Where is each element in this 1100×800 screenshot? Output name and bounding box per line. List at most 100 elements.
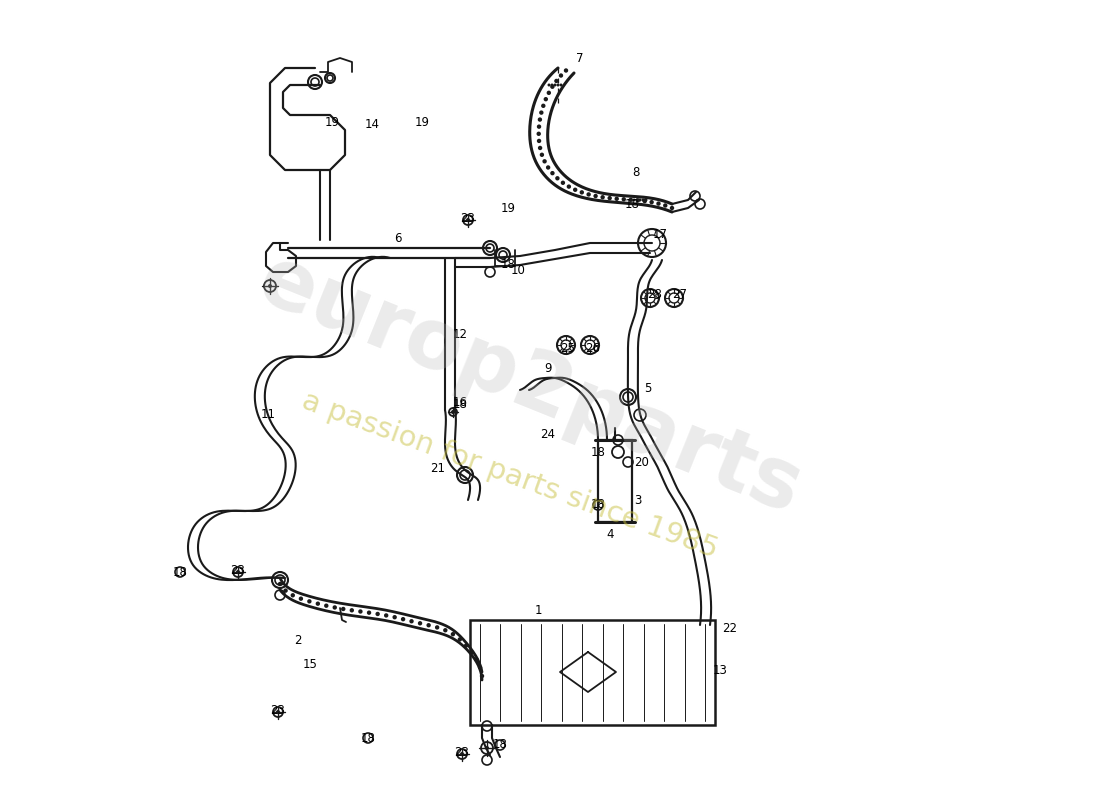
Circle shape <box>615 197 619 201</box>
Circle shape <box>236 570 240 574</box>
Circle shape <box>538 146 542 150</box>
Circle shape <box>645 198 648 202</box>
Circle shape <box>474 658 478 662</box>
Circle shape <box>638 198 641 202</box>
Text: 7: 7 <box>576 51 584 65</box>
Circle shape <box>580 190 584 194</box>
Circle shape <box>350 608 354 613</box>
Circle shape <box>554 78 559 83</box>
Text: 14: 14 <box>364 118 380 131</box>
Text: 10: 10 <box>510 263 526 277</box>
Bar <box>598 440 632 522</box>
Text: 18: 18 <box>361 731 375 745</box>
Circle shape <box>393 615 397 619</box>
Text: 6: 6 <box>394 231 402 245</box>
Text: 23: 23 <box>271 703 285 717</box>
Text: 19: 19 <box>324 115 340 129</box>
Circle shape <box>550 85 554 89</box>
Circle shape <box>539 110 543 115</box>
Circle shape <box>284 588 288 593</box>
Circle shape <box>290 593 295 598</box>
Text: 23: 23 <box>461 211 475 225</box>
Text: 21: 21 <box>430 462 446 474</box>
Text: 27: 27 <box>672 289 688 302</box>
Circle shape <box>324 603 329 608</box>
Text: 18: 18 <box>625 198 639 211</box>
Circle shape <box>470 650 474 654</box>
Circle shape <box>480 674 484 678</box>
Circle shape <box>359 610 363 614</box>
Text: 15: 15 <box>302 658 318 671</box>
Circle shape <box>464 643 469 648</box>
Circle shape <box>418 621 422 626</box>
Text: europ2parts: europ2parts <box>246 239 814 531</box>
Circle shape <box>400 617 405 622</box>
Text: a passion for parts since 1985: a passion for parts since 1985 <box>298 386 722 563</box>
Circle shape <box>586 192 591 197</box>
Text: 2: 2 <box>295 634 301 646</box>
Text: 18: 18 <box>452 398 468 411</box>
Text: 22: 22 <box>723 622 737 634</box>
Circle shape <box>636 198 638 202</box>
Text: 19: 19 <box>415 115 429 129</box>
Circle shape <box>560 83 562 86</box>
Circle shape <box>561 181 565 185</box>
Circle shape <box>485 746 490 750</box>
Text: 17: 17 <box>652 229 668 242</box>
Circle shape <box>642 199 647 203</box>
Text: 12: 12 <box>452 329 468 342</box>
Text: 25: 25 <box>561 342 575 354</box>
Text: 1: 1 <box>535 603 541 617</box>
Circle shape <box>477 666 482 670</box>
Text: 20: 20 <box>635 455 649 469</box>
Circle shape <box>541 104 546 108</box>
Circle shape <box>550 83 553 86</box>
Circle shape <box>443 628 448 633</box>
Text: 18: 18 <box>173 566 187 578</box>
Text: 18: 18 <box>500 258 516 271</box>
Circle shape <box>657 202 661 206</box>
Circle shape <box>332 606 337 610</box>
Circle shape <box>268 284 272 288</box>
Circle shape <box>557 83 560 86</box>
Circle shape <box>540 153 544 157</box>
Circle shape <box>601 195 605 199</box>
Circle shape <box>550 171 554 175</box>
Text: 23: 23 <box>231 563 245 577</box>
Circle shape <box>649 200 653 204</box>
Circle shape <box>537 125 541 129</box>
Circle shape <box>553 83 557 86</box>
Circle shape <box>547 90 551 95</box>
Circle shape <box>538 118 542 122</box>
Circle shape <box>278 582 283 586</box>
Text: 18: 18 <box>591 446 605 458</box>
Bar <box>470 620 715 725</box>
Circle shape <box>542 159 547 163</box>
Circle shape <box>548 83 550 86</box>
Text: 24: 24 <box>540 429 556 442</box>
Text: 18: 18 <box>493 738 507 751</box>
Circle shape <box>663 203 668 208</box>
Circle shape <box>593 194 597 198</box>
Circle shape <box>427 623 431 627</box>
Circle shape <box>434 626 439 630</box>
Text: 23: 23 <box>454 746 470 758</box>
Circle shape <box>636 198 640 202</box>
Circle shape <box>537 131 541 136</box>
Circle shape <box>460 752 464 756</box>
Text: 18: 18 <box>591 498 605 511</box>
Circle shape <box>299 597 304 601</box>
Text: 3: 3 <box>635 494 641 506</box>
Circle shape <box>384 614 388 618</box>
Circle shape <box>632 198 636 202</box>
Circle shape <box>543 97 548 102</box>
Circle shape <box>451 410 455 414</box>
Circle shape <box>409 619 414 623</box>
Text: 16: 16 <box>452 395 468 409</box>
Circle shape <box>621 197 626 202</box>
Circle shape <box>559 74 563 78</box>
Text: 8: 8 <box>632 166 640 178</box>
Circle shape <box>628 198 632 202</box>
Circle shape <box>607 196 612 200</box>
Text: 26: 26 <box>585 342 601 354</box>
